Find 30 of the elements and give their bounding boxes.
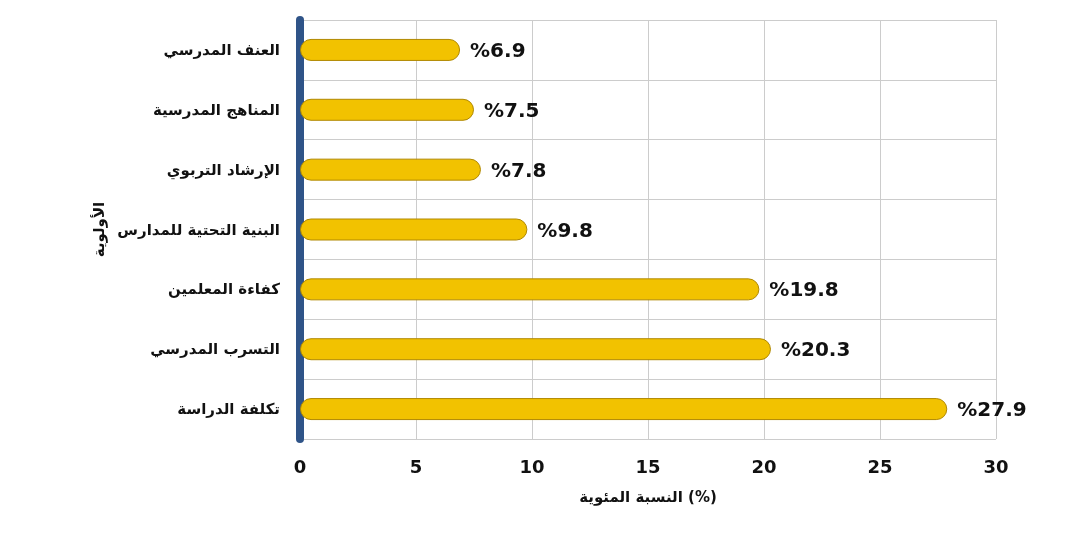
data-label: %6.9 (470, 37, 526, 62)
y-axis-title: الأولوية (89, 201, 108, 258)
data-label: %27.9 (957, 397, 1027, 422)
bar (300, 218, 528, 241)
data-label: %19.8 (769, 277, 839, 302)
data-label: %20.3 (780, 337, 851, 362)
y-tick-label: التسرب المدرسي (150, 340, 280, 359)
x-tick-label: 5 (409, 455, 423, 477)
x-axis-title: النسبة المئوية (%) (579, 487, 717, 506)
y-tick-label: تكلفة الدراسة (177, 400, 280, 419)
y-tick-label: كفاءة المعلمين (168, 280, 281, 299)
data-label: %7.5 (484, 97, 540, 122)
x-tick-label: 20 (751, 455, 777, 477)
bar (300, 278, 760, 301)
bar (300, 38, 461, 61)
y-tick-label: العنف المدرسي (163, 40, 280, 59)
y-tick-label: الإرشاد التربوي (166, 160, 280, 180)
x-tick-label: 25 (867, 455, 893, 477)
y-tick-label: المناهج المدرسية (152, 100, 280, 119)
x-tick-label: 10 (519, 455, 545, 477)
x-tick-label: 30 (983, 455, 1009, 477)
bar (300, 158, 481, 181)
x-tick-label: 0 (293, 455, 307, 477)
bar (300, 398, 948, 421)
data-label: %7.8 (490, 157, 547, 182)
y-tick-label: البنية التحتية للمدارس (117, 220, 280, 239)
x-tick-label: 15 (635, 455, 661, 477)
bar (300, 98, 474, 121)
data-label: %9.8 (537, 217, 593, 242)
bar (300, 338, 771, 361)
